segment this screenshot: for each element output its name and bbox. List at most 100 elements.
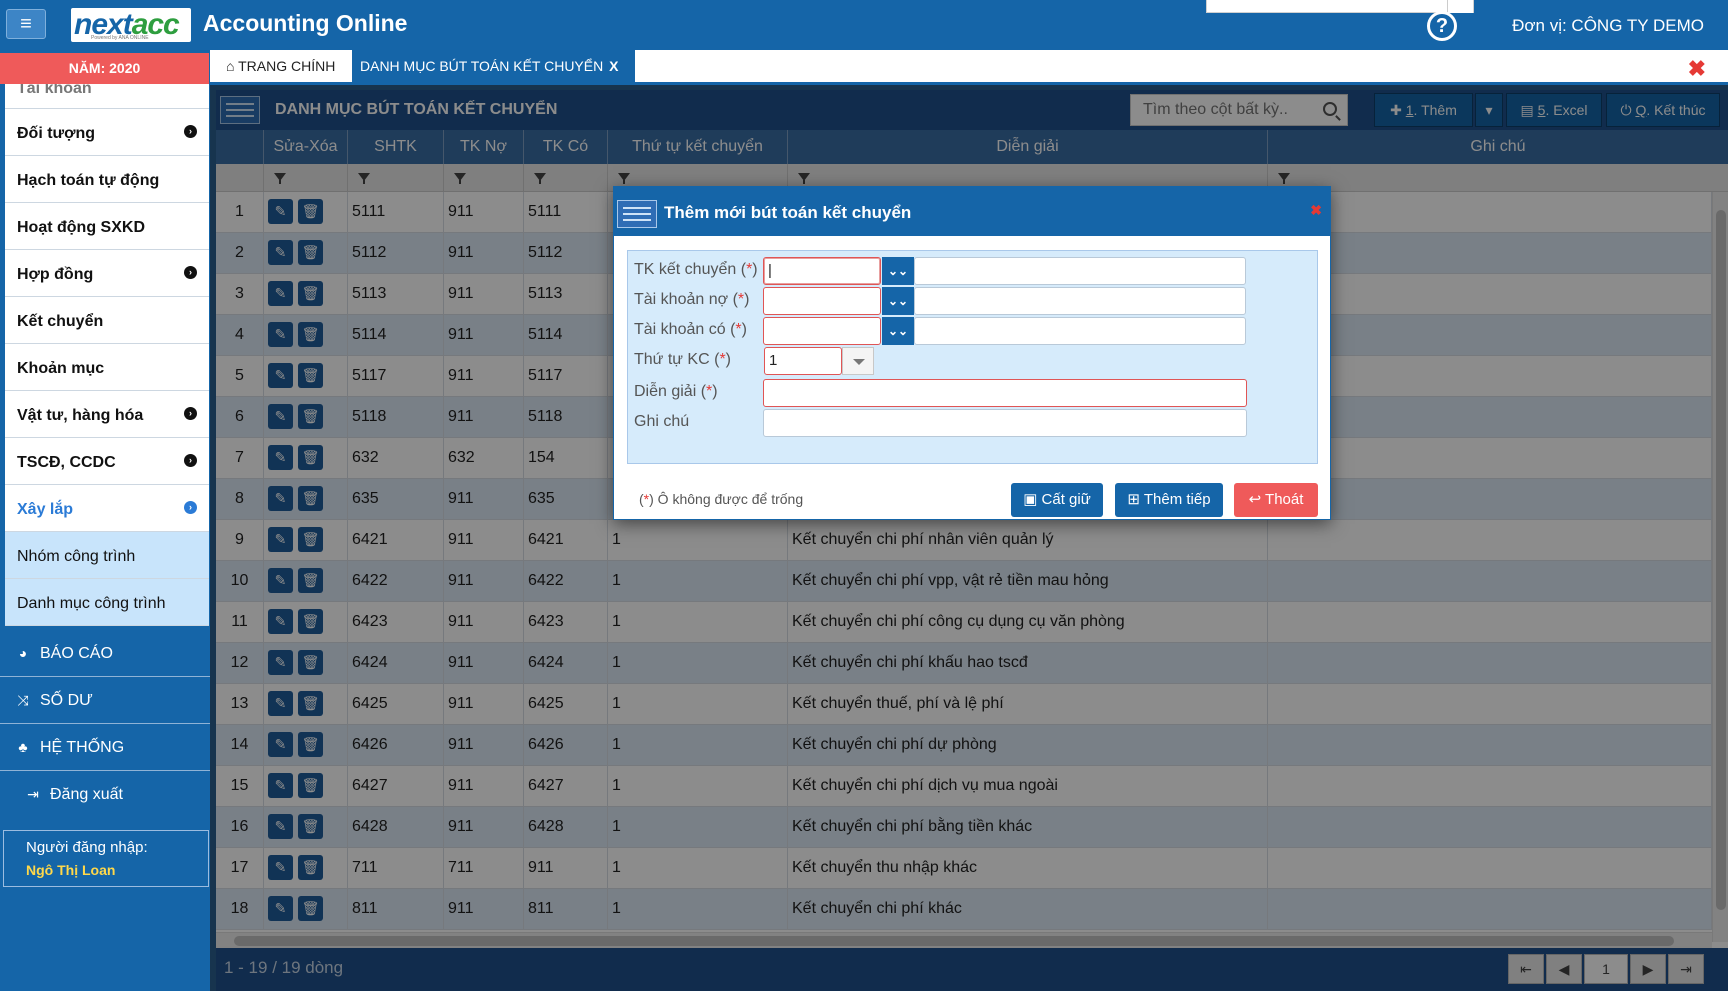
filter-icon[interactable]: [274, 173, 286, 184]
sidebar-item[interactable]: Hợp đồng ›: [5, 250, 209, 297]
end-button[interactable]: ⏻ Q. Kết thúc: [1606, 93, 1720, 127]
edit-icon[interactable]: ✎: [268, 445, 293, 470]
trash-icon[interactable]: 🗑: [298, 814, 323, 839]
trash-icon[interactable]: 🗑: [298, 609, 323, 634]
col-sua-xoa[interactable]: Sửa-Xóa: [264, 130, 348, 164]
sidebar-item[interactable]: Vật tư, hàng hóa ›: [5, 391, 209, 438]
chevron-down-icon[interactable]: ⌄⌄: [882, 257, 914, 285]
sidebar-item[interactable]: Nhóm công trình: [5, 532, 209, 579]
nav-he-thong[interactable]: ♣ HỆ THỐNG: [0, 724, 210, 771]
edit-icon[interactable]: ✎: [268, 773, 293, 798]
close-all-icon[interactable]: ✖: [1687, 56, 1706, 81]
nav-bao-cao[interactable]: ◕ BÁO CÁO: [0, 630, 210, 677]
col-ghi-chu[interactable]: Ghi chú: [1470, 138, 1526, 155]
filter-tk-no[interactable]: [444, 164, 524, 192]
caret-down-icon[interactable]: [842, 347, 874, 375]
edit-icon[interactable]: ✎: [268, 527, 293, 552]
top-search-button[interactable]: [1447, 0, 1473, 13]
col-tk-co[interactable]: TK Có: [524, 130, 608, 164]
table-row[interactable]: 9 6421 911 6421 1 Kết chuyển chi phí nhân viê…: [216, 520, 1712, 561]
save-button[interactable]: ▣ Cất giữ: [1011, 483, 1103, 517]
sidebar-item[interactable]: Đối tượng ›: [5, 109, 209, 156]
trash-icon[interactable]: 🗑: [298, 732, 323, 757]
tab-danh-muc-but-toan[interactable]: DANH MỤC BÚT TOÁN KẾT CHUYỂN X: [352, 50, 635, 82]
trash-icon[interactable]: 🗑: [298, 527, 323, 552]
filter-dien-giai[interactable]: [788, 164, 1268, 192]
edit-icon[interactable]: ✎: [268, 568, 293, 593]
tk-co-name[interactable]: [914, 317, 1246, 345]
col-thu-tu[interactable]: Thứ tự kết chuyển: [608, 130, 788, 164]
filter-icon[interactable]: [798, 173, 810, 184]
filter-icon[interactable]: [534, 173, 546, 184]
table-row[interactable]: 18 811 911 811 1 Kết chuyển chi phí khác ✎ 🗑: [216, 889, 1712, 930]
trash-icon[interactable]: 🗑: [298, 445, 323, 470]
excel-button[interactable]: ▤ 5. Excel: [1506, 93, 1602, 127]
filter-icon[interactable]: [618, 173, 630, 184]
sidebar-item[interactable]: Kết chuyển: [5, 297, 209, 344]
trash-icon[interactable]: 🗑: [298, 650, 323, 675]
trash-icon[interactable]: 🗑: [298, 199, 323, 224]
last-page-button[interactable]: ⇥: [1668, 954, 1704, 984]
filter-tk-co[interactable]: [524, 164, 608, 192]
scrollbar-thumb[interactable]: [234, 936, 1674, 946]
trash-icon[interactable]: 🗑: [298, 691, 323, 716]
trash-icon[interactable]: 🗑: [298, 322, 323, 347]
filter-icon[interactable]: [1278, 173, 1290, 184]
tk-ket-chuyen-name[interactable]: [914, 257, 1246, 285]
filter-sua-xoa[interactable]: [264, 164, 348, 192]
next-page-button[interactable]: ▶: [1630, 954, 1666, 984]
edit-icon[interactable]: ✎: [268, 322, 293, 347]
ghi-chu-input[interactable]: [763, 409, 1247, 437]
trash-icon[interactable]: 🗑: [298, 855, 323, 880]
sidebar-item[interactable]: TSCĐ, CCDC ›: [5, 438, 209, 485]
vertical-scrollbar[interactable]: [1712, 192, 1728, 942]
table-row[interactable]: 15 6427 911 6427 1 Kết chuyển chi phí dịch vụ…: [216, 766, 1712, 807]
filter-ghi-chu[interactable]: [1268, 164, 1728, 192]
trash-icon[interactable]: 🗑: [298, 896, 323, 921]
edit-icon[interactable]: ✎: [268, 650, 293, 675]
add-button[interactable]: ✚ 1. Thêm: [1374, 93, 1473, 127]
sidebar-item[interactable]: Hạch toán tự động: [5, 156, 209, 203]
edit-icon[interactable]: ✎: [268, 281, 293, 306]
table-row[interactable]: 16 6428 911 6428 1 Kết chuyển chi phí bằng ti…: [216, 807, 1712, 848]
top-search-strip[interactable]: [1206, 0, 1474, 13]
filter-icon[interactable]: [454, 173, 466, 184]
sidebar-item[interactable]: Danh mục công trình: [5, 579, 209, 626]
table-row[interactable]: 12 6424 911 6424 1 Kết chuyển chi phí khấu ha…: [216, 643, 1712, 684]
exit-button[interactable]: ↩ Thoát: [1234, 483, 1318, 517]
trash-icon[interactable]: 🗑: [298, 568, 323, 593]
prev-page-button[interactable]: ◀: [1546, 954, 1582, 984]
hamburger-menu-icon[interactable]: ≡: [6, 9, 46, 39]
filter-thu-tu[interactable]: [608, 164, 788, 192]
table-row[interactable]: 13 6425 911 6425 1 Kết chuyển thuế, phí và lệ…: [216, 684, 1712, 725]
grid-search-input[interactable]: [1131, 95, 1311, 125]
thu-tu-kc-select[interactable]: 1: [764, 347, 842, 375]
nav-so-du[interactable]: ⤨ SỐ DƯ: [0, 677, 210, 724]
search-icon[interactable]: [1323, 102, 1337, 116]
sidebar-item[interactable]: Khoản mục: [5, 344, 209, 391]
edit-icon[interactable]: ✎: [268, 363, 293, 388]
trash-icon[interactable]: 🗑: [298, 404, 323, 429]
trash-icon[interactable]: 🗑: [298, 773, 323, 798]
trash-icon[interactable]: 🗑: [298, 363, 323, 388]
edit-icon[interactable]: ✎: [268, 199, 293, 224]
trash-icon[interactable]: 🗑: [298, 240, 323, 265]
scrollbar-thumb[interactable]: [1716, 210, 1726, 910]
tk-no-name[interactable]: [914, 287, 1246, 315]
tk-no-input[interactable]: [763, 287, 881, 315]
help-icon[interactable]: ?: [1427, 11, 1457, 41]
chevron-down-icon[interactable]: ⌄⌄: [882, 287, 914, 315]
edit-icon[interactable]: ✎: [268, 896, 293, 921]
edit-icon[interactable]: ✎: [268, 486, 293, 511]
edit-icon[interactable]: ✎: [268, 691, 293, 716]
sidebar-item[interactable]: Xây lắp ›: [5, 485, 209, 532]
horizontal-scrollbar[interactable]: [216, 932, 1712, 948]
col-dien-giai[interactable]: Diễn giải: [788, 130, 1268, 164]
page-number[interactable]: 1: [1584, 954, 1628, 984]
table-row[interactable]: 17 711 711 911 1 Kết chuyển thu nhập khác ✎ 🗑: [216, 848, 1712, 889]
tk-co-input[interactable]: [763, 317, 881, 345]
table-row[interactable]: 10 6422 911 6422 1 Kết chuyển chi phí vpp, vậ…: [216, 561, 1712, 602]
filter-shtk[interactable]: [348, 164, 444, 192]
edit-icon[interactable]: ✎: [268, 609, 293, 634]
trash-icon[interactable]: 🗑: [298, 486, 323, 511]
